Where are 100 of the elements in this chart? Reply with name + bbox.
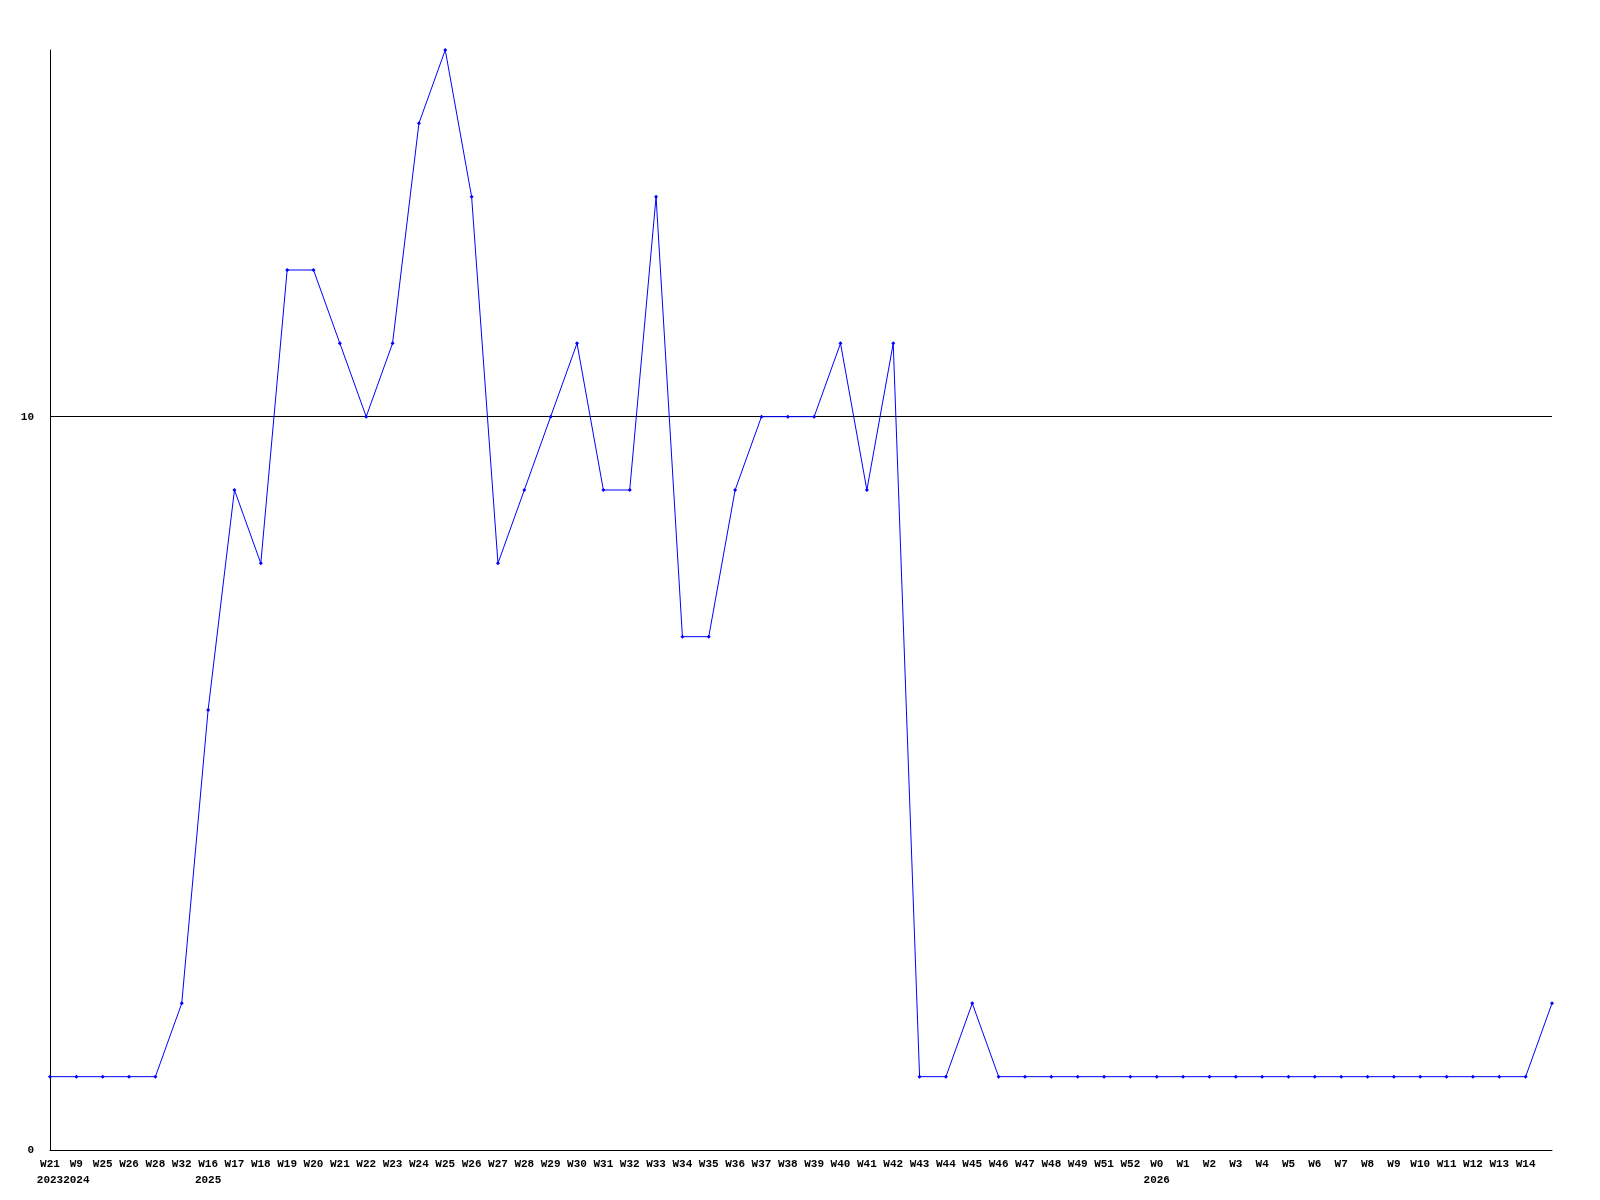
point xyxy=(1418,1074,1423,1079)
point xyxy=(232,488,237,492)
point xyxy=(917,1074,922,1079)
x-tick-label: W46 xyxy=(988,1158,1009,1170)
x-tick-label: W47 xyxy=(1015,1158,1035,1170)
x-tick-label: W39 xyxy=(804,1158,825,1170)
x-tick-label: W6 xyxy=(1308,1158,1322,1170)
x-tick-label: W3 xyxy=(1229,1158,1243,1170)
x-tick-label: W35 xyxy=(698,1158,720,1170)
point xyxy=(1233,1074,1238,1079)
point xyxy=(443,48,448,52)
x-tick-label: W21 xyxy=(329,1158,351,1170)
point xyxy=(548,414,553,419)
x-tick-label: W49 xyxy=(1067,1158,1088,1170)
point xyxy=(654,194,659,199)
point xyxy=(1497,1074,1502,1079)
point xyxy=(1444,1074,1449,1079)
point xyxy=(1391,1074,1396,1079)
x-tick-label: W2 xyxy=(1202,1158,1217,1170)
x-tick-label: W19 xyxy=(277,1158,298,1170)
point xyxy=(1365,1074,1370,1079)
x-tick-label: W22 xyxy=(356,1158,377,1170)
point xyxy=(522,488,527,492)
point xyxy=(1470,1074,1475,1079)
point xyxy=(100,1074,105,1079)
y-tick-label: 10 xyxy=(20,410,34,423)
point xyxy=(1339,1074,1344,1079)
point xyxy=(74,1074,79,1079)
x-tick-label: W28 xyxy=(145,1158,166,1170)
x-tick-label: W9 2024 xyxy=(63,1158,90,1186)
point xyxy=(1207,1074,1212,1079)
point xyxy=(943,1074,948,1079)
x-tick-label: W45 xyxy=(962,1158,983,1170)
x-tick-label: W33 xyxy=(646,1158,667,1170)
point xyxy=(1075,1074,1080,1079)
x-tick-label: W24 xyxy=(409,1158,430,1170)
point xyxy=(838,341,843,346)
point xyxy=(1154,1074,1159,1079)
point xyxy=(759,414,764,419)
x-tick-label: W26 xyxy=(119,1158,139,1170)
x-tick-label: W31 xyxy=(593,1158,614,1170)
point xyxy=(1181,1074,1186,1079)
point xyxy=(1260,1074,1265,1079)
x-tick-label: W36 xyxy=(725,1158,746,1170)
point xyxy=(390,341,395,346)
point xyxy=(1523,1074,1528,1079)
x-tick-label: W18 xyxy=(250,1158,272,1170)
point xyxy=(1128,1074,1133,1079)
x-tick-label: W0 2026 xyxy=(1143,1158,1170,1186)
point xyxy=(996,1074,1001,1079)
x-tick-label: W1 xyxy=(1176,1158,1191,1170)
x-tick-label: W9 xyxy=(1387,1158,1401,1170)
x-tick-label: W27 xyxy=(488,1158,508,1170)
x-tick-label: W4 xyxy=(1255,1158,1270,1170)
point xyxy=(627,488,632,492)
x-tick-label: W7 xyxy=(1334,1158,1348,1170)
x-tick-label: W34 xyxy=(672,1158,693,1170)
x-tick-label: W20 xyxy=(303,1158,324,1170)
point xyxy=(48,1074,52,1079)
point xyxy=(706,634,711,639)
x-tick-label: W43 xyxy=(909,1158,930,1170)
x-tick-label: W21 2023 xyxy=(36,1158,64,1186)
x-tick-label: W17 xyxy=(224,1158,245,1170)
x-tick-label: W30 xyxy=(567,1158,587,1170)
point xyxy=(495,561,500,566)
x-tick-label: W14 xyxy=(1515,1158,1536,1170)
x-tick-label: W16 2025 xyxy=(194,1158,222,1186)
x-tick-label: W32 xyxy=(619,1158,640,1170)
point xyxy=(812,414,817,419)
x-tick-label: W32 xyxy=(171,1158,192,1170)
point xyxy=(1312,1074,1317,1079)
point xyxy=(469,194,474,199)
point xyxy=(1022,1074,1027,1079)
x-tick-label: W11 xyxy=(1436,1158,1457,1170)
x-tick-label: W29 xyxy=(540,1158,561,1170)
point xyxy=(575,341,580,346)
point xyxy=(970,1001,975,1006)
point xyxy=(364,414,369,419)
x-tick-label: W40 xyxy=(830,1158,851,1170)
x-tick-label: W51 xyxy=(1094,1158,1115,1170)
x-tick-label: W10 xyxy=(1410,1158,1431,1170)
y-tick-label: 0 xyxy=(27,1144,34,1156)
x-tick-label: W52 xyxy=(1120,1158,1141,1170)
x-tick-label: W42 xyxy=(883,1158,904,1170)
point xyxy=(179,1001,184,1006)
point xyxy=(416,121,421,126)
x-tick-label: W12 xyxy=(1463,1158,1483,1170)
x-tick-label: W48 xyxy=(1041,1158,1062,1170)
point xyxy=(1049,1074,1054,1079)
x-tick-label: W13 xyxy=(1489,1158,1510,1170)
x-tick-label: W37 xyxy=(751,1158,772,1170)
x-tick-label: W26 xyxy=(461,1158,482,1170)
point xyxy=(127,1074,132,1079)
point xyxy=(733,488,738,492)
point xyxy=(311,268,316,272)
point xyxy=(1550,1001,1554,1006)
point xyxy=(601,488,606,492)
x-tick-label: W44 xyxy=(936,1158,957,1170)
point xyxy=(285,268,290,272)
x-tick-label: W25 xyxy=(435,1158,456,1170)
